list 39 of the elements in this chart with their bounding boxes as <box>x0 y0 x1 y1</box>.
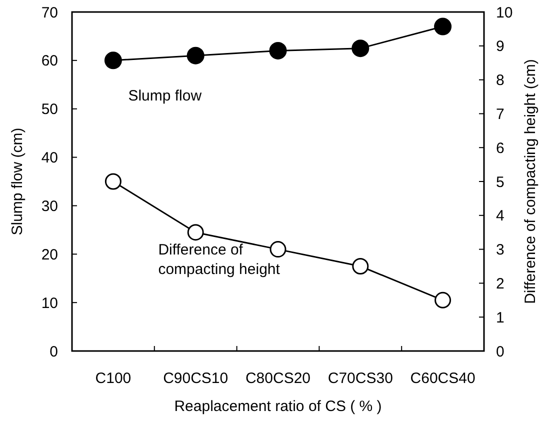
y2-tick-label: 8 <box>496 72 504 90</box>
point <box>352 40 370 58</box>
series-label: Slump flow <box>128 87 202 104</box>
point <box>187 224 204 241</box>
point <box>270 241 286 258</box>
y2-tick-label: 10 <box>496 4 513 22</box>
y-axis-title: Slump flow (cm) <box>9 128 26 236</box>
y2-tick-label: 0 <box>496 343 504 360</box>
x-axis-title: Reaplacement ratio of CS ( % ) <box>174 398 382 415</box>
point <box>186 46 204 64</box>
point <box>269 42 287 60</box>
y2-tick-label: 7 <box>496 106 504 123</box>
y2-tick-label: 2 <box>496 275 504 292</box>
y-tick-label: 20 <box>41 246 58 264</box>
y2-tick-label: 6 <box>496 140 504 157</box>
x-tick-label: C100 <box>95 370 132 387</box>
x-tick-label: C90CS10 <box>163 370 228 387</box>
y-tick-label: 30 <box>41 198 58 215</box>
y-tick-label: 10 <box>41 294 58 312</box>
y-tick-label: 60 <box>41 52 58 70</box>
x-tick-label: C80CS20 <box>245 370 311 387</box>
y2-tick-label: 9 <box>496 38 504 56</box>
y2-axis-title: Difference of compacting height (cm) <box>522 59 539 304</box>
y2-tick-label: 5 <box>496 174 504 191</box>
x-tick-label: C70CS30 <box>328 370 393 387</box>
y2-tick-label: 1 <box>496 309 504 326</box>
point <box>104 52 122 70</box>
y-tick-label: 40 <box>41 150 58 167</box>
point <box>352 258 369 274</box>
y2-tick-label: 3 <box>496 242 504 259</box>
series-label: Difference of compacting height <box>158 241 281 278</box>
y-tick-label: 70 <box>41 4 58 22</box>
point <box>434 292 452 308</box>
y-tick-label: 0 <box>50 343 58 360</box>
point <box>104 173 122 190</box>
x-tick-label: C60CS40 <box>410 370 476 387</box>
point <box>434 18 452 36</box>
y2-tick-label: 4 <box>496 208 504 225</box>
y-tick-label: 50 <box>41 101 58 118</box>
